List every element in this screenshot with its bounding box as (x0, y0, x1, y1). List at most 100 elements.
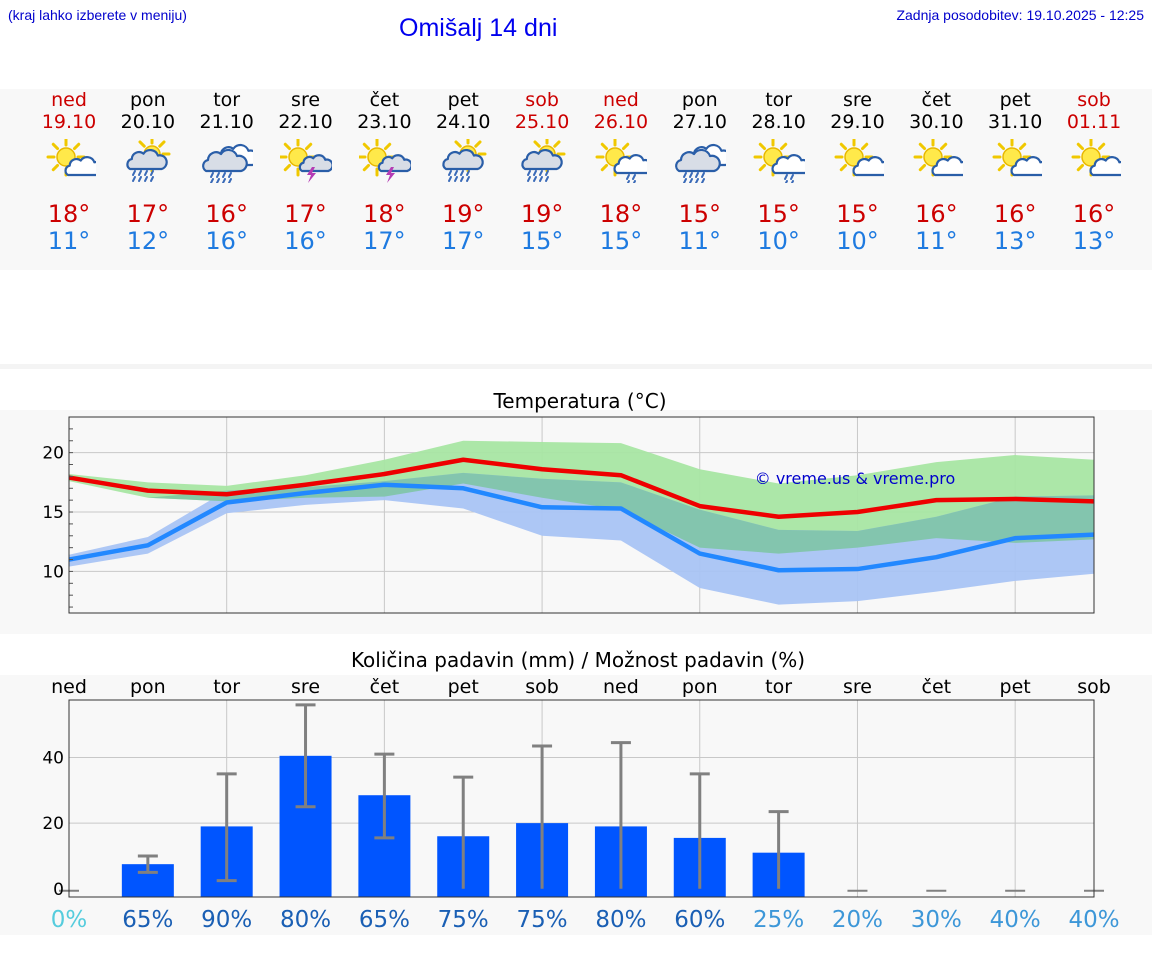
min-temperature: 17° (441, 227, 485, 255)
max-temperature: 16° (993, 200, 1037, 228)
day-column: pon 20.10 17° 12° (108, 89, 187, 255)
watermark: © vreme.us & vreme.pro (755, 469, 956, 488)
x-tick-label: pet (448, 676, 479, 698)
cloud-rain-icon (675, 143, 727, 183)
day-date: 28.10 (751, 111, 806, 133)
y-tick-label: 40 (42, 748, 64, 768)
max-temperature: 15° (678, 200, 722, 228)
x-tick-label: pon (130, 676, 166, 698)
precipitation-chance: 80% (280, 907, 331, 933)
day-column: čet 23.10 18° 17° (345, 89, 424, 255)
x-tick-label: pon (682, 676, 718, 698)
day-date: 23.10 (357, 111, 412, 133)
x-tick-label: pet (1000, 676, 1031, 698)
max-temperature: 18° (47, 200, 91, 228)
day-column: pet 24.10 19° 17° (424, 89, 503, 255)
precipitation-chance: 40% (990, 907, 1041, 933)
sun-cloud-rain-icon (126, 139, 171, 182)
sun-cloud-rain-icon (442, 139, 487, 182)
sun-cloud-thunder-icon (280, 139, 333, 183)
day-date: 27.10 (672, 111, 727, 133)
sun-cloud-icon (992, 139, 1042, 177)
temperature-plot-frame (68, 416, 1095, 614)
precipitation-chance: 40% (1068, 907, 1119, 933)
precipitation-chance: 90% (201, 907, 252, 933)
x-tick-label: čet (370, 676, 400, 698)
min-temperature-line (68, 482, 1095, 573)
daily-forecast-band (0, 89, 1152, 270)
day-date: 20.10 (120, 111, 176, 133)
day-name: sob (1077, 89, 1111, 111)
day-date: 21.10 (199, 111, 254, 133)
day-name: pet (447, 89, 479, 111)
min-temperature: 15° (520, 227, 564, 255)
day-column: tor 21.10 16° 16° (187, 89, 266, 255)
sun-cloud-light-rain-icon (595, 139, 648, 183)
precipitation-chance: 75% (517, 907, 568, 933)
sun-cloud-icon (834, 139, 884, 177)
temperature-chart: Temperatura (°C) 10 15 20 © vreme.us & vre… (42, 389, 1095, 614)
min-temperature: 11° (678, 227, 722, 255)
max-temperature: 19° (520, 200, 564, 228)
day-name: sre (291, 89, 321, 111)
location-menu-hint[interactable]: (kraj lahko izberete v meniju) (8, 7, 187, 23)
day-name: tor (213, 89, 241, 111)
day-name: čet (921, 89, 952, 111)
day-date: 22.10 (278, 111, 333, 133)
min-temperature: 16° (205, 227, 248, 255)
precipitation-chance: 30% (911, 907, 962, 933)
day-column: sob 25.10 19° 15° (503, 89, 582, 255)
max-temperature-line (68, 457, 1095, 520)
precipitation-chance: 0% (51, 907, 88, 933)
x-tick-label: sob (525, 676, 559, 698)
max-temperature: 16° (205, 200, 248, 228)
max-temperature: 18° (599, 200, 643, 228)
precipitation-plot-frame (68, 699, 1095, 898)
max-temperature: 15° (836, 200, 879, 228)
cloud-rain-icon (202, 143, 254, 183)
min-temperature-range (69, 472, 1094, 605)
min-temperature: 11° (915, 227, 958, 255)
min-temperature: 15° (599, 227, 643, 255)
day-name: čet (369, 89, 400, 111)
day-name: ned (51, 89, 87, 111)
day-name: sre (843, 89, 872, 111)
precipitation-chance: 65% (359, 907, 410, 933)
min-temperature: 10° (836, 227, 879, 255)
min-temperature: 11° (47, 227, 91, 255)
max-temperature: 15° (757, 200, 800, 228)
min-temperature: 12° (126, 227, 170, 255)
max-temperature: 16° (915, 200, 958, 228)
day-date: 24.10 (436, 111, 491, 133)
max-temperature: 17° (126, 200, 170, 228)
day-date: 30.10 (909, 111, 964, 133)
day-column: sob 01.11 16° 13° (1055, 89, 1134, 255)
x-tick-label: sre (291, 676, 320, 698)
day-name: pon (129, 89, 166, 111)
x-tick-label: ned (51, 676, 87, 698)
day-name: pet (999, 89, 1031, 111)
day-date: 31.10 (987, 111, 1043, 133)
day-date: 25.10 (514, 111, 570, 133)
day-column: ned 26.10 18° 15° (581, 89, 660, 255)
precipitation-chance: 75% (438, 907, 489, 933)
max-temperature: 18° (363, 200, 406, 228)
precipitation-chart-title: Količina padavin (mm) / Možnost padavin … (351, 648, 805, 672)
max-temperature: 16° (1072, 200, 1116, 228)
day-name: ned (603, 89, 639, 111)
precipitation-chart: Količina padavin (mm) / Možnost padavin … (42, 648, 1119, 933)
max-temperature: 19° (441, 200, 485, 228)
precipitation-chance: 80% (595, 907, 646, 933)
x-tick-label: čet (922, 676, 952, 698)
temperature-chart-title: Temperatura (°C) (492, 389, 666, 413)
day-name: tor (765, 89, 793, 111)
divider (0, 364, 1152, 369)
min-temperature: 10° (757, 227, 800, 255)
sun-cloud-icon (1071, 139, 1121, 177)
day-column: ned 19.10 18° 11° (30, 89, 109, 255)
sun-cloud-icon (913, 139, 963, 177)
day-name: pon (681, 89, 718, 111)
precipitation-chance: 60% (674, 907, 725, 933)
sun-cloud-light-rain-icon (753, 139, 806, 183)
min-temperature: 17° (363, 227, 406, 255)
